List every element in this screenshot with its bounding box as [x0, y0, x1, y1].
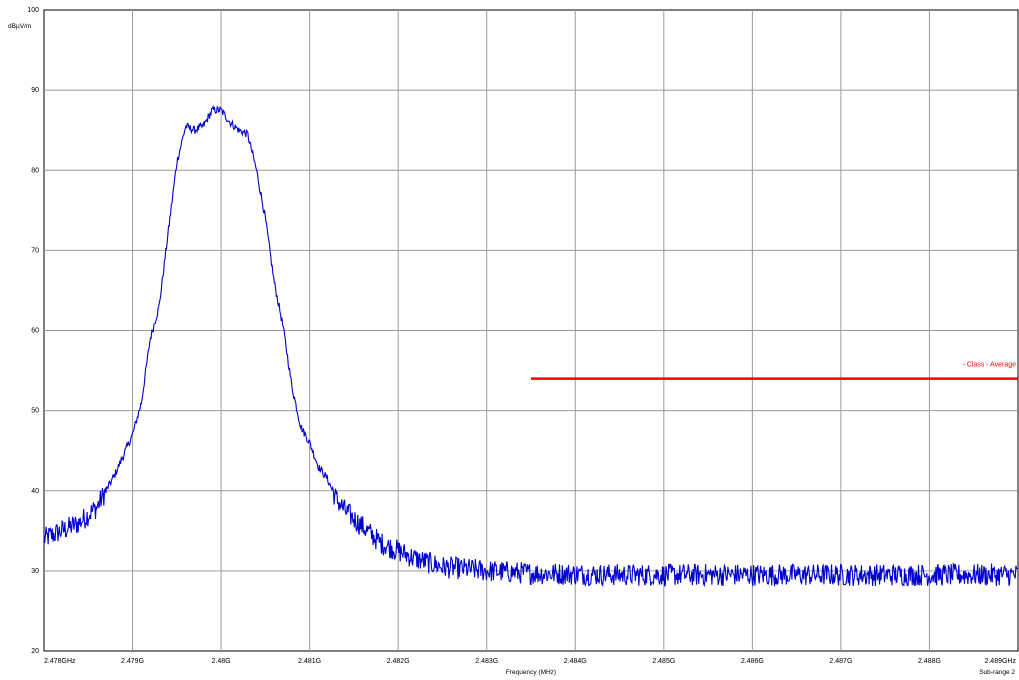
series-line: [43, 104, 1019, 588]
y-tick-label: 30: [31, 568, 39, 575]
y-tick-label: 70: [31, 247, 39, 254]
x-tick-label: 2.482G: [387, 658, 410, 665]
x-tick-label: 2.485G: [652, 658, 675, 665]
y-tick-labels: 20 30 40 50 60 70 80 90 100: [27, 7, 39, 655]
x-tick-label: 2.478GHz: [44, 658, 76, 665]
y-tick-label: 60: [31, 328, 39, 335]
y-tick-label: 40: [31, 488, 39, 495]
limit-label: - Class - Average: [962, 362, 1016, 369]
grid: [44, 10, 1018, 651]
limit-group: - Class - Average: [531, 362, 1018, 380]
x-axis-label: Frequency (MHz): [506, 669, 556, 676]
y-axis-label: dBµV/m: [8, 23, 31, 30]
x-tick-label: 2.486G: [741, 658, 764, 665]
x-tick-label: 2.479G: [121, 658, 144, 665]
series-group: [43, 104, 1019, 588]
x-tick-label: 2.488G: [918, 658, 941, 665]
x-tick-label: 2.489GHz: [984, 658, 1016, 665]
x-tick-label: 2.484G: [564, 658, 587, 665]
y-tick-label: 100: [27, 7, 39, 14]
y-tick-label: 80: [31, 167, 39, 174]
y-tick-label: 90: [31, 87, 39, 94]
x-tick-label: 2.481G: [298, 658, 321, 665]
x-tick-labels: 2.478GHz 2.479G 2.48G 2.481G 2.482G 2.483G 2.4…: [44, 658, 1016, 665]
x-tick-label: 2.483G: [475, 658, 498, 665]
x-tick-label: 2.487G: [829, 658, 852, 665]
y-tick-label: 20: [31, 648, 39, 655]
y-tick-label: 50: [31, 408, 39, 415]
x-tick-label: 2.48G: [212, 658, 231, 665]
sub-range-label: Sub-range 2: [979, 669, 1015, 676]
